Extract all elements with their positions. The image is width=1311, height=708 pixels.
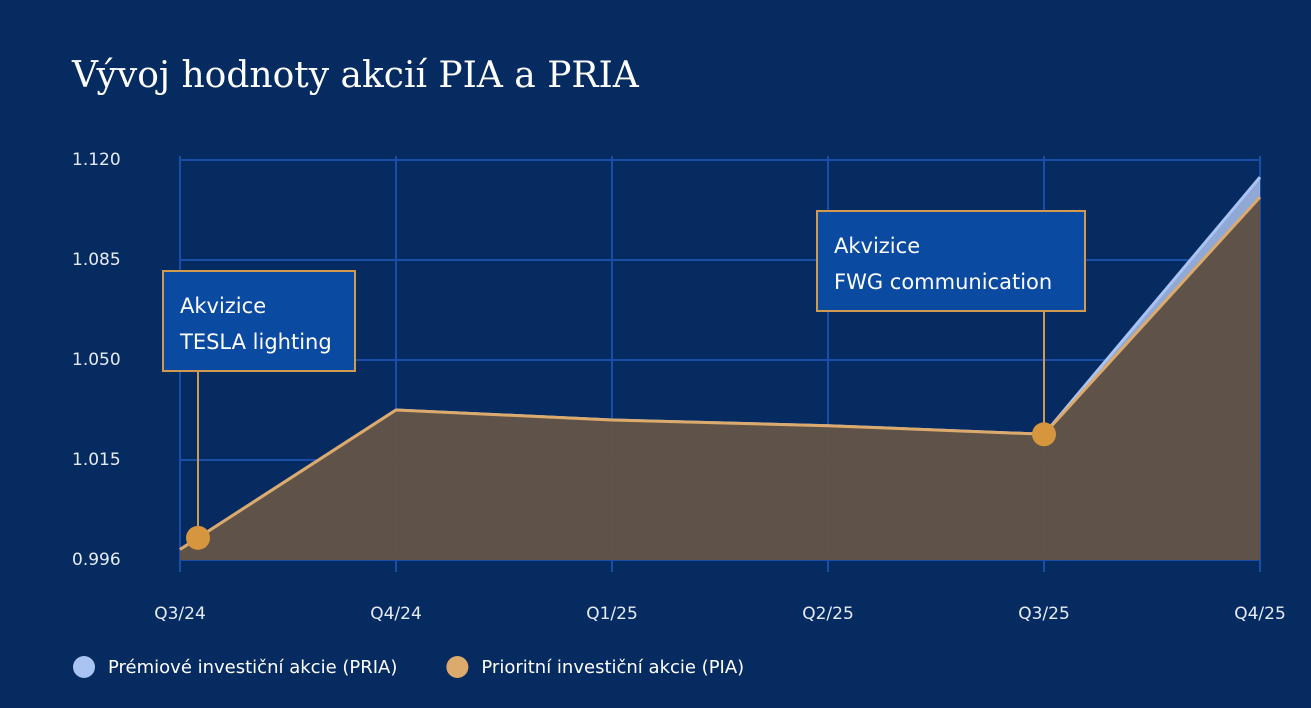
annotation-dot: [186, 525, 210, 550]
annotation-text: Akvizice: [834, 234, 920, 258]
area: [180, 197, 1260, 560]
annotation-text: TESLA lighting: [179, 330, 332, 354]
annotation-box: [816, 210, 1086, 312]
y-tick-label: 1.085: [72, 250, 121, 270]
legend-swatch: [73, 656, 95, 678]
x-tick-label: Q3/24: [154, 604, 206, 624]
annotation-text: Akvizice: [180, 294, 266, 318]
y-tick-label: 1.120: [72, 150, 121, 170]
annotation-text: FWG communication: [834, 270, 1052, 294]
line: [179, 196, 1262, 551]
legend-label: Prémiové investiční akcie (PRIA): [108, 657, 397, 678]
y-tick-label: 0.996: [72, 550, 121, 570]
y-tick-label: 1.015: [72, 450, 121, 470]
x-tick-label: Q4/25: [1234, 604, 1286, 624]
annotation-dot: [1032, 422, 1056, 447]
x-tick-label: Q2/25: [802, 604, 854, 624]
legend-label: Prioritní investiční akcie (PIA): [481, 657, 744, 678]
chart-title: Vývoj hodnoty akcií PIA a PRIA: [71, 55, 640, 96]
legend-swatch: [446, 656, 469, 678]
annotation-box: [162, 270, 356, 372]
x-tick-label: Q3/25: [1018, 604, 1070, 624]
x-tick-label: Q4/24: [370, 604, 422, 624]
y-tick-label: 1.050: [72, 350, 121, 370]
x-tick-label: Q1/25: [586, 604, 638, 624]
